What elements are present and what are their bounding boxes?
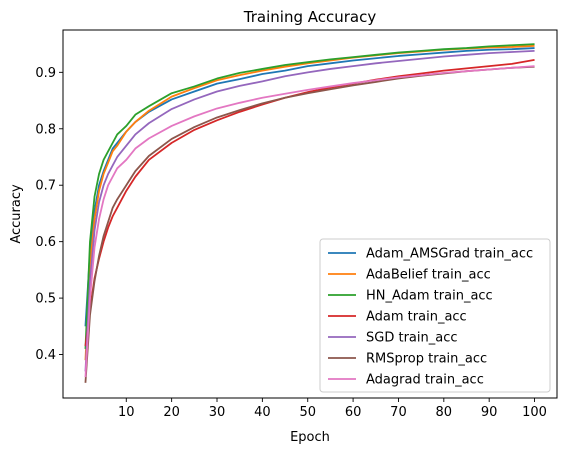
y-tick-label-3: 0.7 xyxy=(35,179,56,194)
legend-label-1: AdaBelief train_acc xyxy=(366,268,491,283)
x-axis: 10 20 30 40 50 60 70 80 90 100 xyxy=(118,398,547,420)
legend-label-5: RMSprop train_acc xyxy=(366,352,487,367)
x-tick-label-0: 10 xyxy=(118,405,135,420)
y-tick-label-0: 0.4 xyxy=(35,348,56,363)
y-tick-label-5: 0.9 xyxy=(35,66,56,81)
legend-label-4: SGD train_acc xyxy=(366,331,458,346)
x-tick-label-4: 50 xyxy=(299,405,316,420)
legend-label-6: Adagrad train_acc xyxy=(366,373,484,388)
x-tick-label-7: 80 xyxy=(436,405,453,420)
x-axis-label: Epoch xyxy=(290,430,330,445)
y-tick-label-2: 0.6 xyxy=(35,235,56,250)
legend: Adam_AMSGrad train_acc AdaBelief train_ac… xyxy=(320,239,550,392)
x-tick-label-9: 100 xyxy=(522,405,547,420)
legend-label-0: Adam_AMSGrad train_acc xyxy=(366,247,533,262)
x-tick-label-6: 70 xyxy=(390,405,407,420)
x-tick-label-5: 60 xyxy=(345,405,362,420)
y-axis: 0.4 0.5 0.6 0.7 0.8 0.9 xyxy=(35,66,63,363)
y-tick-label-1: 0.5 xyxy=(35,292,56,307)
legend-label-2: HN_Adam train_acc xyxy=(366,289,493,304)
x-tick-label-3: 40 xyxy=(254,405,271,420)
x-tick-label-1: 20 xyxy=(163,405,180,420)
x-tick-label-2: 30 xyxy=(209,405,226,420)
legend-label-3: Adam train_acc xyxy=(366,310,467,325)
x-tick-label-8: 90 xyxy=(481,405,498,420)
y-tick-label-4: 0.8 xyxy=(35,122,56,137)
chart-title: Training Accuracy xyxy=(243,8,377,26)
y-axis-label: Accuracy xyxy=(9,184,24,244)
